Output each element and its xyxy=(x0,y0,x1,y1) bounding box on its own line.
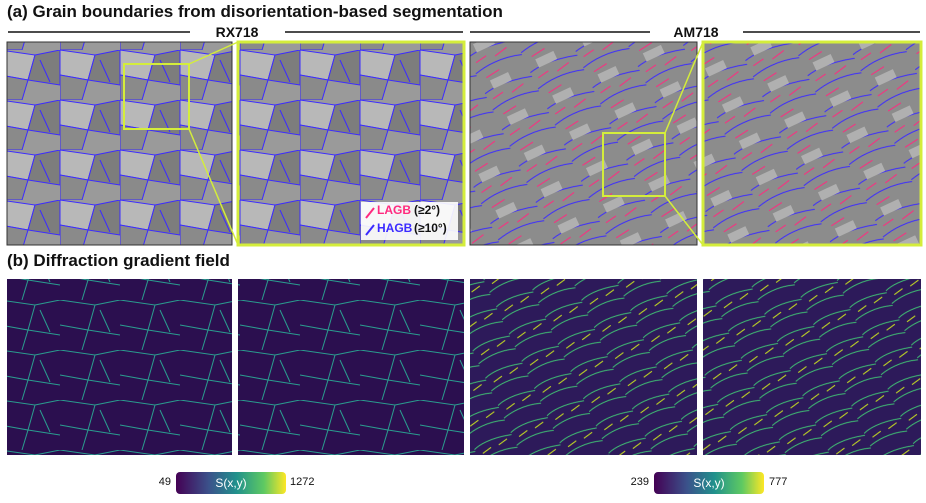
zoom-line xyxy=(664,41,704,134)
zoom-line xyxy=(664,195,704,246)
colorbar xyxy=(654,472,764,494)
legend-detail: (≥2°) xyxy=(414,203,440,217)
colorbar xyxy=(176,472,286,494)
colorbar-max: 777 xyxy=(769,476,787,488)
gradient-map xyxy=(470,279,697,455)
legend-swatch xyxy=(365,207,375,219)
legend-label: LAGB xyxy=(377,203,411,217)
zoom-box xyxy=(123,63,190,130)
micrograph-zoom xyxy=(701,40,923,247)
gradient-map xyxy=(238,279,464,455)
panel-a-title: (a) Grain boundaries from disorientation… xyxy=(7,2,503,21)
colorbar-label: S(x,y) xyxy=(693,476,724,490)
legend-label: HAGB xyxy=(377,221,413,235)
zoom-box xyxy=(602,132,666,197)
colorbar-min: 49 xyxy=(159,476,171,488)
legend-box xyxy=(361,202,458,240)
micrograph xyxy=(469,41,698,246)
group-label: RX718 xyxy=(216,24,259,40)
micrograph xyxy=(6,41,233,246)
colorbar-max: 1272 xyxy=(290,476,314,488)
gradient-map xyxy=(7,279,232,455)
panel-b-title: (b) Diffraction gradient field xyxy=(7,251,230,270)
legend-swatch xyxy=(365,224,375,236)
gradient-map xyxy=(703,279,921,455)
colorbar-label: S(x,y) xyxy=(215,476,246,490)
zoom-line xyxy=(188,41,239,65)
group-label: AM718 xyxy=(673,24,718,40)
zoom-line xyxy=(188,128,239,246)
colorbar-min: 239 xyxy=(631,476,649,488)
legend-detail: (≥10°) xyxy=(414,221,447,235)
